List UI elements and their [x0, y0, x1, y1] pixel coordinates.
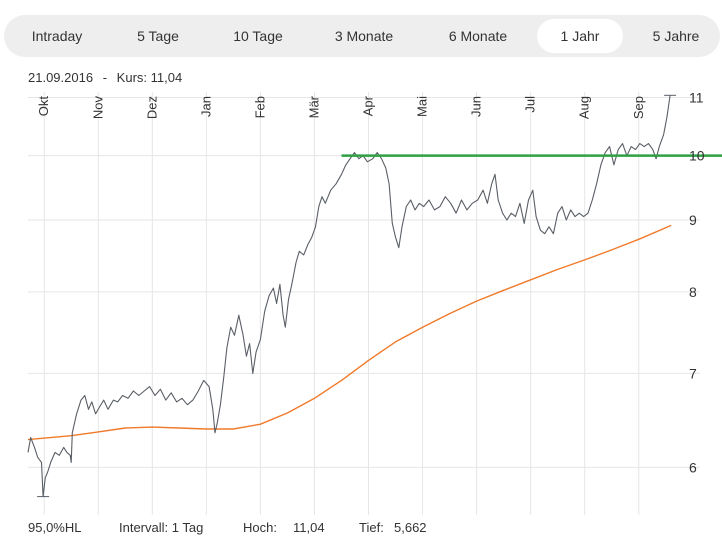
price-chart[interactable]: Okt Nov Dez Jan Feb Mär Apr Mai Jun Jul Aug Sep 6 7 8 9… — [0, 0, 722, 515]
month-label-jul: Jul — [523, 96, 538, 113]
footer-low-value: 5,662 — [394, 520, 427, 535]
tab-6-monate[interactable]: 6 Monate — [448, 28, 508, 44]
month-label-nov: Nov — [90, 96, 105, 120]
chart-footer: 95,0%HL Intervall: 1 Tag Hoch: 11,04 Tie… — [0, 520, 722, 538]
month-label-mai: Mai — [415, 96, 430, 117]
footer-low-label: Tief: — [359, 520, 384, 535]
y-tick-label-9: 9 — [689, 212, 697, 228]
y-tick-label-10: 10 — [689, 148, 705, 164]
footer-high-value: 11,04 — [293, 520, 325, 535]
info-price: Kurs: 11,04 — [116, 70, 183, 85]
footer-interval: Intervall: 1 Tag — [119, 520, 204, 535]
month-label-dez: Dez — [144, 96, 159, 119]
price-layer — [27, 94, 677, 498]
footer-hl: 95,0%HL — [28, 520, 82, 535]
tab-10-tage[interactable]: 10 Tage — [233, 28, 283, 44]
tab-3-monate[interactable]: 3 Monate — [334, 28, 394, 44]
month-label-apr: Apr — [361, 95, 376, 116]
tab-5-jahre[interactable]: 5 Jahre — [652, 28, 700, 44]
y-tick-label-7: 7 — [689, 365, 697, 381]
axis-label-layer: Okt Nov Dez Jan Feb Mär Apr Mai Jun Jul Aug Sep 6 7 8 9… — [36, 90, 705, 476]
price-info: 21.09.2016 - Kurs: 11,04 — [28, 70, 182, 85]
y-tick-label-8: 8 — [689, 284, 697, 300]
month-label-jan: Jan — [198, 96, 213, 117]
moving-average-layer — [27, 224, 672, 441]
footer-high-label: Hoch: — [243, 520, 277, 535]
month-label-sep: Sep — [631, 96, 646, 119]
month-label-jun: Jun — [469, 96, 484, 117]
y-tick-label-11: 11 — [689, 90, 704, 106]
info-date: 21.09.2016 — [28, 70, 94, 85]
month-label-mär: Mär — [306, 95, 321, 118]
tab-1-jahr[interactable]: 1 Jahr — [537, 19, 623, 53]
month-label-feb: Feb — [252, 96, 267, 118]
month-label-aug: Aug — [577, 96, 592, 119]
tab-intraday[interactable]: Intraday — [31, 28, 83, 44]
y-tick-label-6: 6 — [689, 459, 697, 475]
timeframe-tabbar: Intraday 5 Tage 10 Tage 3 Monate 6 Monat… — [4, 15, 720, 57]
info-separator: - — [102, 70, 108, 85]
price-line — [27, 95, 671, 498]
moving-average-line — [27, 224, 672, 441]
tab-5-tage[interactable]: 5 Tage — [137, 28, 179, 44]
month-label-okt: Okt — [36, 96, 51, 117]
